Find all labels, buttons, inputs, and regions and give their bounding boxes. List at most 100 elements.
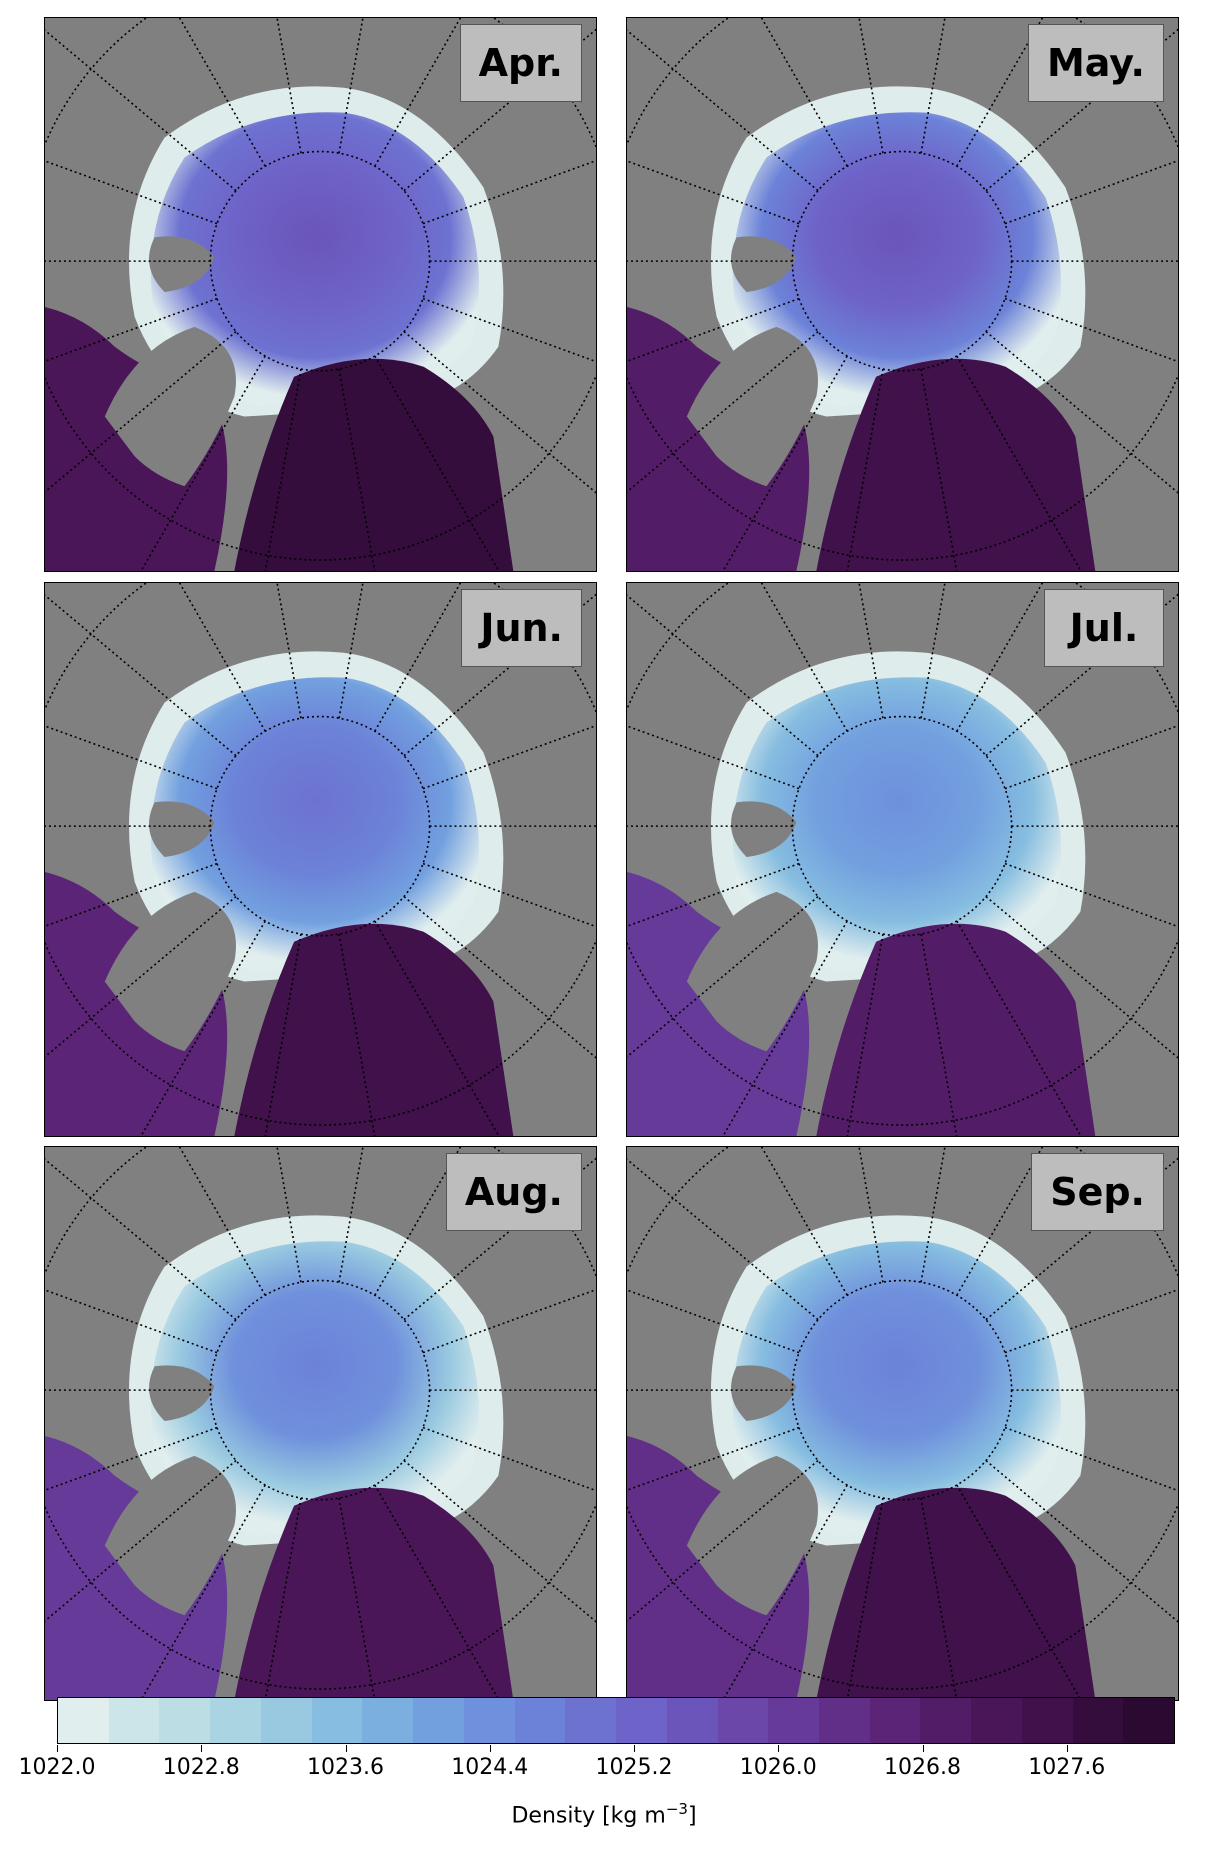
meridian-line xyxy=(627,594,819,757)
colorbar-tick-label: 1022.8 xyxy=(162,1755,240,1780)
meridian-line xyxy=(338,583,364,719)
south-east-land xyxy=(1095,356,1178,571)
meridian-line xyxy=(956,583,1044,732)
colorbar-segment xyxy=(768,1698,820,1743)
colorbar-tick-label: 1023.6 xyxy=(307,1755,384,1780)
latitude-circle-outer xyxy=(45,583,596,1126)
meridian-line xyxy=(45,725,218,790)
meridian-line xyxy=(140,355,266,571)
meridian-line xyxy=(627,297,800,363)
south-east-land xyxy=(513,356,596,571)
meridian-line xyxy=(422,862,596,928)
month-label: Sep. xyxy=(1031,1153,1164,1231)
meridian-line xyxy=(45,330,237,493)
colorbar-segment xyxy=(666,1698,718,1743)
colorbar-segment xyxy=(920,1698,972,1743)
colorbar-segment xyxy=(413,1698,464,1743)
archipelago-land xyxy=(148,236,215,293)
month-label: Jun. xyxy=(461,589,582,667)
meridian-line xyxy=(422,297,596,363)
central-basin xyxy=(732,1241,1062,1536)
map-panel: May. xyxy=(626,17,1179,572)
colorbar-tick xyxy=(57,1745,58,1752)
south-east-land xyxy=(513,921,596,1136)
meridian-line xyxy=(178,583,266,732)
meridian-line xyxy=(338,933,376,1136)
meridian-line xyxy=(374,1484,500,1700)
colorbar-segment xyxy=(616,1698,667,1743)
colorbar-tick-label: 1027.6 xyxy=(1028,1755,1106,1780)
colorbar-tick xyxy=(922,1745,924,1752)
meridian-line xyxy=(627,1426,800,1492)
meridian-line xyxy=(45,29,237,192)
central-basin xyxy=(150,1241,480,1536)
meridian-line xyxy=(264,368,302,571)
colorbar-segment xyxy=(362,1698,414,1743)
meridian-line xyxy=(338,368,376,571)
colorbar-segment xyxy=(260,1698,312,1743)
colorbar-tick xyxy=(1066,1745,1068,1752)
polar-map xyxy=(627,583,1178,1136)
colorbar-tick-label: 1024.4 xyxy=(451,1755,529,1780)
latitude-circle-outer xyxy=(627,1147,1178,1690)
meridian-line xyxy=(1004,297,1178,363)
north-land xyxy=(45,583,275,753)
north-land xyxy=(45,18,275,188)
map-panel: Jul. xyxy=(626,582,1179,1137)
greenland-land xyxy=(104,1455,236,1616)
greenland-land xyxy=(686,1455,818,1616)
colorbar-segment xyxy=(58,1698,109,1743)
meridian-line xyxy=(760,583,848,732)
map-panel: Sep. xyxy=(626,1146,1179,1701)
meridian-line xyxy=(627,160,800,225)
meridian-line xyxy=(920,18,946,154)
meridian-line xyxy=(627,330,819,493)
meridian-line xyxy=(264,933,302,1136)
month-label: May. xyxy=(1027,24,1164,102)
colorbar-segment xyxy=(1021,1698,1073,1743)
meridian-line xyxy=(276,1147,302,1283)
colorbar xyxy=(57,1697,1175,1744)
meridian-line xyxy=(140,920,266,1136)
colorbar-tick xyxy=(345,1745,347,1752)
meridian-line xyxy=(374,920,500,1136)
south-east-land xyxy=(513,1485,596,1700)
meridian-line xyxy=(1004,1288,1178,1354)
month-label: Jul. xyxy=(1044,589,1164,667)
month-label: Apr. xyxy=(459,24,582,102)
meridian-line xyxy=(627,725,800,790)
meridian-line xyxy=(956,355,1082,571)
archipelago-land xyxy=(148,801,215,858)
map-panel: Apr. xyxy=(44,17,597,572)
meridian-line xyxy=(45,895,237,1058)
meridian-line xyxy=(45,1158,237,1321)
meridian-line xyxy=(722,1484,848,1700)
meridian-line xyxy=(627,862,800,928)
archipelago-land xyxy=(730,801,797,858)
meridian-line xyxy=(403,1459,596,1623)
meridian-line xyxy=(422,159,596,225)
polar-map xyxy=(45,1147,596,1700)
north-land xyxy=(627,18,857,188)
map-panel: Aug. xyxy=(44,1146,597,1701)
atlantic-sector xyxy=(234,1487,514,1700)
meridian-line xyxy=(1004,862,1178,928)
atlantic-sector xyxy=(234,923,514,1136)
map-panel: Jun. xyxy=(44,582,597,1137)
meridian-line xyxy=(45,297,218,363)
greenland-land xyxy=(686,326,818,487)
meridian-line xyxy=(338,1147,364,1283)
meridian-line xyxy=(338,1497,376,1700)
meridian-line xyxy=(338,18,364,154)
month-label: Aug. xyxy=(445,1153,582,1231)
meridian-line xyxy=(985,330,1178,494)
colorbar-segment xyxy=(819,1698,870,1743)
atlantic-sector xyxy=(816,923,1096,1136)
greenland-land xyxy=(104,891,236,1052)
meridian-line xyxy=(422,1288,596,1354)
meridian-line xyxy=(422,724,596,790)
meridian-line xyxy=(45,160,218,225)
colorbar-tick-label: 1026.0 xyxy=(739,1755,817,1780)
colorbar-segment xyxy=(869,1698,921,1743)
colorbar-segment xyxy=(311,1698,363,1743)
